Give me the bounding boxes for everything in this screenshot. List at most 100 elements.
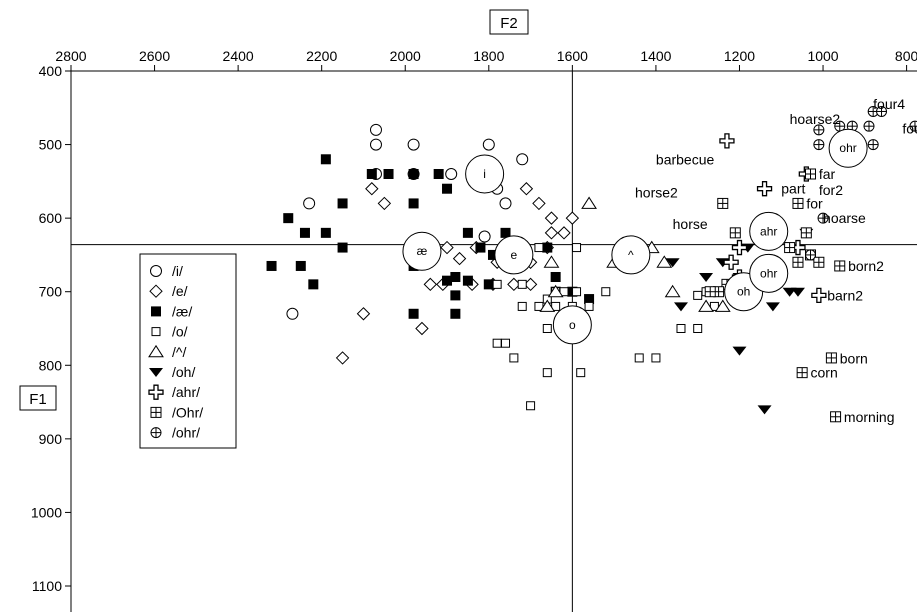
data-point <box>584 294 595 305</box>
data-point <box>320 154 331 165</box>
data-point <box>519 182 534 196</box>
data-point <box>729 227 741 239</box>
data-point <box>550 271 561 282</box>
y-tick-label: 800 <box>39 357 63 373</box>
legend-label: /æ/ <box>172 303 192 319</box>
data-point <box>699 272 714 282</box>
x-tick-label: 2800 <box>55 48 86 64</box>
data-point <box>765 302 780 312</box>
data-point <box>909 120 917 132</box>
data-point <box>423 277 438 292</box>
mean-circle <box>465 154 505 194</box>
data-point <box>475 242 486 253</box>
x-tick-label: 1200 <box>724 48 755 64</box>
data-point <box>500 227 511 238</box>
data-point <box>462 227 473 238</box>
data-point <box>544 226 559 240</box>
mean-circle <box>749 253 789 293</box>
data-point <box>295 260 306 271</box>
annotation-label: horse2 <box>635 184 678 200</box>
data-point <box>790 287 805 297</box>
legend-marker <box>149 284 163 298</box>
data-point <box>665 258 680 268</box>
data-point <box>723 254 739 270</box>
mean-label: i <box>483 167 486 181</box>
legend-label: /i/ <box>172 263 183 279</box>
data-point <box>547 284 564 298</box>
legend-marker <box>150 427 162 439</box>
data-point <box>813 256 825 268</box>
data-point <box>365 182 379 196</box>
data-point <box>366 168 377 179</box>
x-tick-label: 1400 <box>640 48 671 64</box>
data-point <box>501 338 511 348</box>
data-point <box>805 249 817 261</box>
mean-circle <box>749 211 789 251</box>
data-point <box>482 138 495 151</box>
legend-marker <box>151 327 161 337</box>
data-point <box>320 227 331 238</box>
data-point <box>817 212 829 224</box>
data-point <box>834 260 846 272</box>
mean-label: oh <box>737 285 750 299</box>
mean-label: ahr <box>760 224 777 238</box>
annotation-label: far <box>819 166 836 182</box>
data-point <box>516 153 529 166</box>
x-tick-label: 1800 <box>473 48 504 64</box>
annotation-label: born <box>840 351 868 367</box>
legend-marker <box>148 384 164 400</box>
data-point <box>805 168 817 180</box>
data-point <box>377 196 392 211</box>
data-point <box>543 255 560 268</box>
annotation-label: for <box>806 195 823 211</box>
data-point <box>337 242 348 253</box>
legend-marker <box>150 265 162 277</box>
data-point <box>825 352 837 364</box>
x-tick-label: 800 <box>895 48 917 64</box>
data-point <box>834 120 846 132</box>
data-point <box>676 323 686 333</box>
data-point <box>719 133 735 149</box>
data-point <box>532 196 546 211</box>
data-point <box>299 227 310 238</box>
data-point <box>544 211 559 225</box>
data-point <box>526 401 536 411</box>
legend-label: /oh/ <box>172 364 195 380</box>
data-point <box>792 256 804 268</box>
y-tick-label: 1100 <box>32 578 62 594</box>
mean-circle <box>552 305 592 345</box>
data-point <box>876 105 888 117</box>
mean-label: ^ <box>628 248 634 262</box>
annotation-label: corn <box>811 365 838 381</box>
data-point <box>442 275 453 286</box>
data-point <box>572 243 582 253</box>
data-point <box>450 271 461 282</box>
x-tick-label: 2200 <box>306 48 337 64</box>
data-point <box>634 353 644 363</box>
data-point <box>867 139 879 151</box>
annotation-label: four <box>902 120 917 136</box>
data-point <box>698 299 714 312</box>
data-point <box>492 338 502 348</box>
data-point <box>863 120 875 132</box>
data-point <box>335 351 350 365</box>
legend-label: /e/ <box>172 283 188 299</box>
data-point <box>757 405 772 415</box>
plot-frame <box>70 70 917 612</box>
data-point <box>415 321 429 336</box>
y-axis-title: F1 <box>29 391 47 408</box>
data-point <box>450 308 461 319</box>
data-point <box>572 287 582 297</box>
legend-label: /o/ <box>172 324 188 340</box>
legend: /i/ /e/ /æ/ /o/ /^/ /oh/ /ahr/ /Ohr/ /ohr/ <box>139 253 237 449</box>
data-point <box>796 367 808 379</box>
data-point <box>337 198 348 209</box>
legend-marker <box>148 344 164 358</box>
data-point <box>517 301 527 311</box>
legend-marker <box>151 306 161 317</box>
data-point <box>576 368 586 378</box>
vowel-means: i æ e ^ o oh ahr ohr ohr <box>402 128 868 345</box>
data-point <box>462 275 473 286</box>
data-point <box>581 196 597 209</box>
